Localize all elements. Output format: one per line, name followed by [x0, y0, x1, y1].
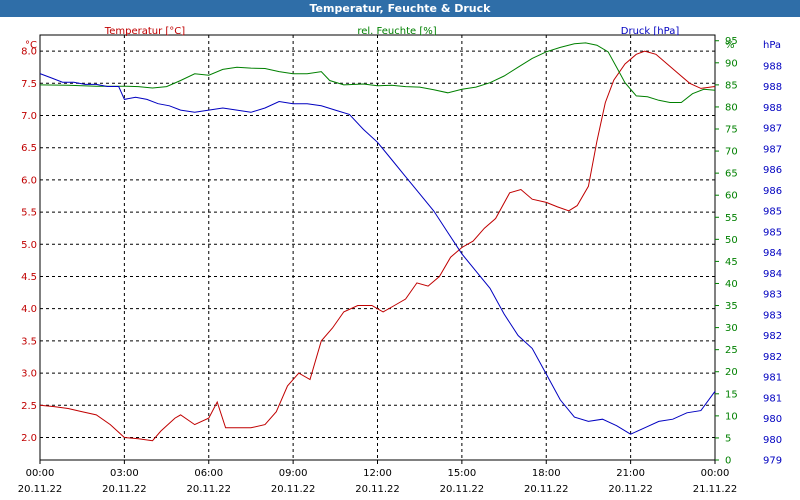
y-tick-label-pressure: 987: [763, 144, 782, 155]
y-tick-label-pressure: 982: [763, 331, 782, 342]
y-tick-label-humidity: 10: [725, 411, 738, 422]
y-tick-label-pressure: 980: [763, 414, 782, 425]
y-tick-label-humidity: 75: [725, 125, 738, 136]
y-axis-unit-humidity: %: [725, 40, 735, 51]
x-tick-label-time: 00:00: [701, 468, 730, 479]
y-tick-label-temperature: 3.0: [21, 369, 37, 380]
y-tick-label-humidity: 95: [725, 36, 738, 47]
x-tick-label-date: 20.11.22: [18, 484, 63, 495]
y-tick-label-pressure: 980: [763, 435, 782, 446]
y-tick-label-humidity: 0: [725, 456, 731, 467]
y-tick-label-pressure: 982: [763, 352, 782, 363]
y-tick-label-temperature: 5.0: [21, 240, 37, 251]
y-tick-label-humidity: 20: [725, 367, 738, 378]
y-tick-label-temperature: 7.0: [21, 111, 37, 122]
y-tick-label-humidity: 90: [725, 58, 738, 69]
y-tick-label-pressure: 988: [763, 62, 782, 73]
y-tick-label-temperature: 7.5: [21, 79, 37, 90]
y-axis-unit-pressure: hPa: [763, 40, 781, 51]
y-tick-label-temperature: 8.0: [21, 47, 37, 58]
x-tick-label-time: 09:00: [279, 468, 308, 479]
x-tick-label-date: 21.11.22: [693, 484, 738, 495]
x-tick-label-date: 20.11.22: [355, 484, 400, 495]
x-tick-label-time: 12:00: [363, 468, 392, 479]
x-tick-label-date: 20.11.22: [102, 484, 147, 495]
y-tick-label-temperature: 4.0: [21, 304, 37, 315]
y-tick-label-temperature: 3.5: [21, 336, 37, 347]
y-tick-label-temperature: 2.5: [21, 401, 37, 412]
x-tick-label-date: 20.11.22: [524, 484, 569, 495]
axis-label-pressure: Druck [hPa]: [621, 26, 680, 37]
y-tick-label-pressure: 986: [763, 186, 782, 197]
y-tick-label-humidity: 80: [725, 102, 738, 113]
y-tick-label-temperature: 6.0: [21, 175, 37, 186]
x-tick-label-time: 18:00: [532, 468, 561, 479]
axis-label-humidity: rel. Feuchte [%]: [357, 26, 436, 37]
y-tick-label-humidity: 30: [725, 323, 738, 334]
x-tick-label-date: 20.11.22: [271, 484, 316, 495]
y-tick-label-pressure: 983: [763, 310, 782, 321]
y-tick-label-humidity: 35: [725, 301, 738, 312]
y-tick-label-pressure: 983: [763, 290, 782, 301]
y-tick-label-humidity: 5: [725, 433, 731, 444]
y-tick-label-pressure: 988: [763, 103, 782, 114]
y-tick-label-humidity: 55: [725, 213, 738, 224]
y-tick-label-temperature: 6.5: [21, 143, 37, 154]
x-tick-label-date: 20.11.22: [440, 484, 485, 495]
x-tick-label-time: 21:00: [616, 468, 645, 479]
y-tick-label-pressure: 987: [763, 124, 782, 135]
y-tick-label-pressure: 986: [763, 165, 782, 176]
axis-label-temperature: Temperatur [°C]: [104, 26, 185, 37]
y-tick-label-humidity: 15: [725, 389, 738, 400]
y-tick-label-humidity: 50: [725, 235, 738, 246]
y-tick-label-pressure: 985: [763, 207, 782, 218]
y-tick-label-temperature: 2.0: [21, 433, 37, 444]
y-tick-label-temperature: 4.5: [21, 272, 37, 283]
y-tick-label-temperature: 5.5: [21, 208, 37, 219]
series-line-temperature: [39, 50, 716, 442]
series-line-humidity: [39, 42, 716, 103]
y-axis-unit-temperature: °C: [25, 40, 37, 51]
y-tick-label-pressure: 984: [763, 248, 782, 259]
y-tick-label-humidity: 60: [725, 191, 738, 202]
x-tick-label-time: 00:00: [26, 468, 55, 479]
y-tick-label-pressure: 985: [763, 227, 782, 238]
y-tick-label-humidity: 65: [725, 169, 738, 180]
x-tick-label-time: 15:00: [447, 468, 476, 479]
y-tick-label-humidity: 70: [725, 147, 738, 158]
x-tick-label-date: 20.11.22: [186, 484, 231, 495]
y-tick-label-humidity: 85: [725, 80, 738, 91]
x-tick-label-time: 06:00: [194, 468, 223, 479]
y-tick-label-pressure: 979: [763, 456, 782, 467]
series-line-pressure: [39, 73, 716, 435]
x-tick-label-date: 20.11.22: [608, 484, 653, 495]
y-tick-label-pressure: 988: [763, 82, 782, 93]
y-tick-label-pressure: 981: [763, 393, 782, 404]
x-tick-label-time: 03:00: [110, 468, 139, 479]
chart-title: Temperatur, Feuchte & Druck: [0, 0, 800, 17]
y-tick-label-pressure: 984: [763, 269, 782, 280]
y-tick-label-pressure: 981: [763, 373, 782, 384]
y-tick-label-humidity: 40: [725, 279, 738, 290]
y-tick-label-humidity: 45: [725, 257, 738, 268]
y-tick-label-humidity: 25: [725, 345, 738, 356]
